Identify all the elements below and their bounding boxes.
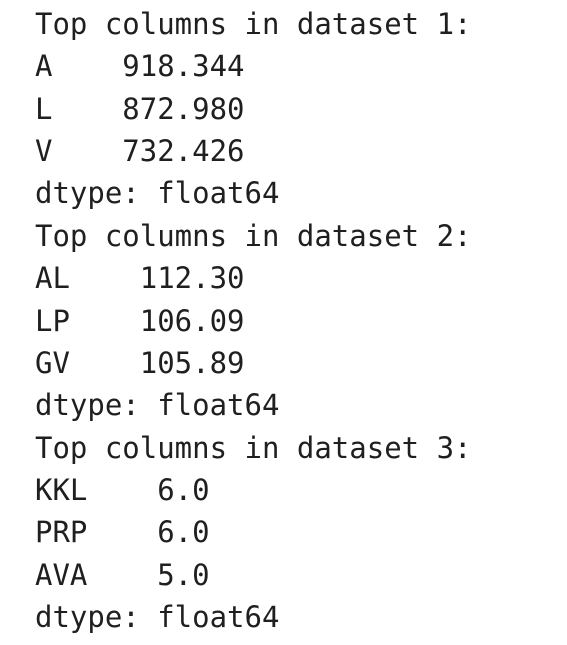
result-row: AL 112.30 [35,257,567,299]
dtype-line: dtype: float64 [35,600,280,635]
result-row: A 918.344 [35,45,567,87]
column-value: 872.980 [122,91,245,126]
column-name: AVA [35,557,88,592]
block-title: Top columns in dataset 3: [35,430,472,465]
column-name: GV [35,345,70,380]
column-name: L [35,91,53,126]
column-value: 5.0 [157,557,210,592]
result-row: GV 105.89 [35,342,567,384]
column-value: 105.89 [139,345,245,380]
result-row: KKL 6.0 [35,469,567,511]
block-title: Top columns in dataset 2: [35,218,472,253]
column-value: 6.0 [157,515,210,550]
column-name: AL [35,261,70,296]
column-name: KKL [35,472,88,507]
block-title: Top columns in dataset 1: [35,7,472,41]
result-row: V 732.426 [35,130,567,172]
column-name: A [35,49,53,84]
column-name: LP [35,303,70,338]
column-value: 732.426 [122,134,245,169]
result-row: L 872.980 [35,88,567,130]
dtype-line: dtype: float64 [35,176,280,211]
result-row: PRP 6.0 [35,511,567,553]
column-value: 112.30 [139,261,245,296]
column-name: V [35,134,53,169]
column-name: PRP [35,515,88,550]
column-value: 106.09 [139,303,245,338]
result-row: LP 106.09 [35,300,567,342]
result-row: AVA 5.0 [35,554,567,596]
dtype-line: dtype: float64 [35,388,280,423]
column-value: 918.344 [122,49,245,84]
column-value: 6.0 [157,472,210,507]
